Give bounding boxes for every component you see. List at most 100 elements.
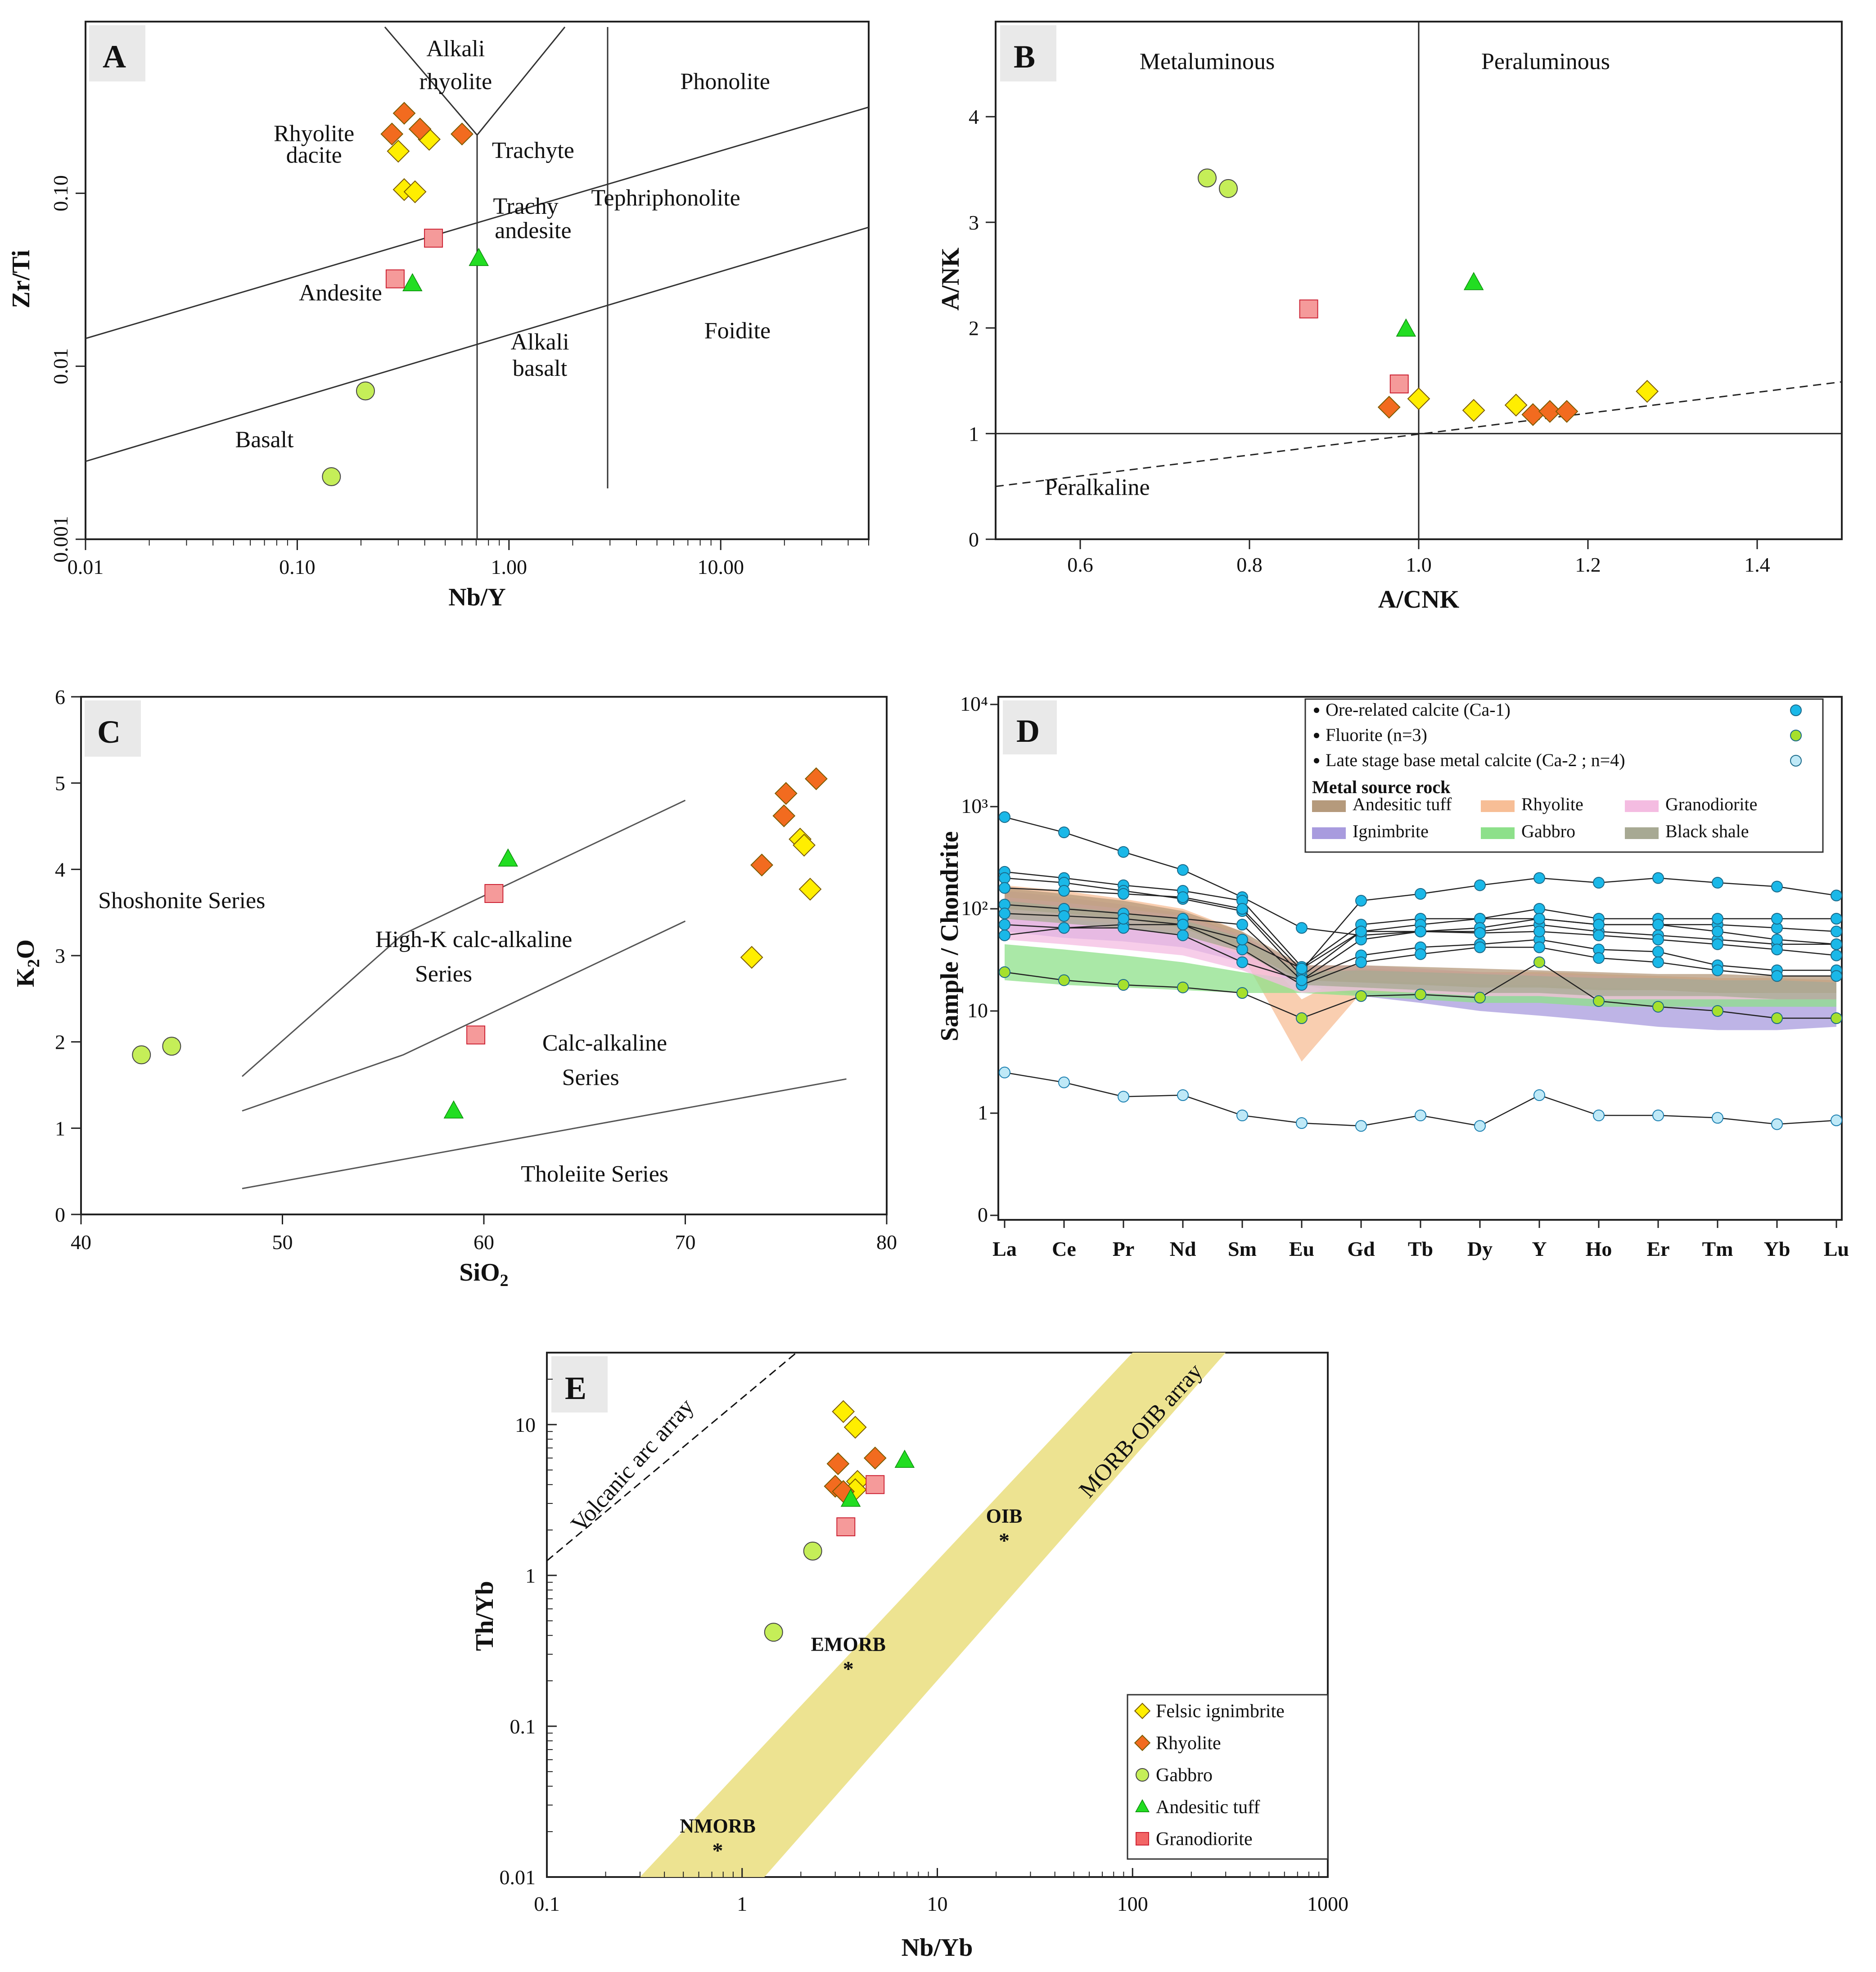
boundary-a1 [384,27,478,135]
panel-c-field-label-4: Calc-alkaline [542,1030,667,1056]
panel-d-ca-1-g-point-2 [1058,922,1070,934]
panel-b-field-label-2: Peraluminous [1481,49,1610,75]
panel-d-x-tick-label-er: Er [1646,1237,1669,1260]
panel-d-ca-1-a-point-4 [1177,864,1189,876]
panel-a-field-label-1: Alkali [426,36,485,62]
panel-d-fluorite-point-2 [1058,974,1070,986]
panel-c-tholeiite-boundary [242,1078,847,1189]
panel-d-ca-1-c-point-10 [1533,903,1545,915]
panel-a-y-tick-label-0.01: 0.01 [49,348,72,384]
panel-e-morb-oib-band [640,1353,1226,1877]
panel-d-ca-2-point-13 [1712,1112,1723,1124]
panel-e-x-label: Nb/Yb [902,1934,973,1962]
panel-b-a-nk-vs-a-cnk: B 0.6 0.8 1.0 1.2 1.4 0 1 2 3 4 Metaluminous Peral… [937,21,1843,614]
panel-a-x-tick-label-1.00: 1.00 [491,555,528,578]
boundary-a2 [476,27,566,135]
panel-e-y-tick-label-1: 1 [525,1564,536,1587]
panel-d-y-tick-label-6: 10⁴ [960,692,988,715]
panel-d-ca-1-c-point-14 [1771,912,1783,925]
panel-a-rhyolite-point-4 [451,122,474,146]
panel-d-ca-1-g-point-11 [1593,919,1605,931]
panel-d-ca-1-f-point-5 [1236,943,1248,956]
panel-d-legend-label-3: Late stage base metal calcite (Ca-2 ; n=… [1326,750,1625,770]
panel-d-ca-1-h-point-8 [1415,925,1426,938]
panel-a-granodiorite-point-1 [385,269,405,289]
panel-e-legend-label-rhyolite: Rhyolite [1156,1733,1221,1754]
panel-c-gabbro-point-1 [132,1045,151,1065]
panel-c-series-boundaries [242,799,847,1189]
panel-b-field-label-3: Peralkaline [1045,474,1150,500]
panel-c-y-label-o: O [12,939,40,959]
panel-d-ca-1-f-point-12 [1652,956,1664,968]
panel-e-legend: Felsic ignimbrite Rhyolite Gabbro Andesitic… [1127,1694,1329,1860]
panel-d-fluorite-point-5 [1236,987,1248,999]
panel-c-x-label-sub: 2 [500,1271,509,1290]
panel-d-ca-1-d-point-11 [1593,877,1605,889]
panel-c-felsic-ignimbrite-point-3 [793,834,816,857]
panel-d-legend-band-label-granodiorite: Granodiorite [1665,794,1757,814]
panel-d-x-tick-label-nd: Nd [1170,1237,1196,1260]
panel-d-ca-1-h-point-7 [1355,925,1367,938]
panel-d-fluorite-point-10 [1533,956,1545,968]
panel-d-ca-2-point-3 [1118,1091,1129,1103]
panel-b-granodiorite-point-2 [1389,375,1409,393]
panel-d-ca-1-f-point-7 [1355,956,1367,968]
panel-c-y-tick-label-5: 5 [55,772,65,795]
panel-c-andesitic-tuff-point-1 [443,1100,464,1119]
panel-d-ca-1-g-point-14 [1771,934,1783,946]
panel-d-legend-bullet-3 [1314,758,1319,763]
panel-d-fluorite-point-13 [1712,1005,1723,1017]
panel-d-y-tick-label-2: 1 [978,1101,988,1124]
panel-d-legend-bullet-2 [1314,733,1319,738]
panel-c-ticks: 40 50 60 70 80 0 1 2 3 4 5 6 [55,686,897,1254]
panel-d-ca-1-h-point-5 [1236,934,1248,946]
panel-c-felsic-ignimbrite-point-4 [798,878,822,901]
panel-a-x-tick-label-10.00: 10.00 [697,555,744,578]
panel-d-x-tick-label-ce: Ce [1052,1237,1076,1260]
panel-d-ca-1-e-point-5 [1236,919,1248,931]
panel-e-legend-label-andesitic-tuff: Andesitic tuff [1156,1797,1260,1818]
panel-d-legend-box [1304,698,1824,853]
panel-a-y-label: Zr/Ti [7,250,35,308]
panel-d-y-tick-label-5: 10³ [961,794,988,817]
panel-b-x-tick-label-1.0: 1.0 [1406,553,1432,576]
panel-e-label: E [565,1370,586,1406]
panel-a-felsic-ignimbrite-point-1 [387,140,410,163]
panel-d-x-tick-label-y: Y [1532,1237,1547,1260]
panel-d-legend-band-label-gabbro: Gabbro [1521,821,1575,841]
panel-e-morb-band-group [547,1353,1226,1877]
panel-a-label: A [103,39,126,75]
panel-d-ca-1-h-point-15 [1831,949,1842,961]
panel-d-fluorite-point-7 [1355,990,1367,1002]
panel-d-legend-marker-2 [1790,730,1802,741]
panel-b-x-tick-label-1.2: 1.2 [1575,553,1601,576]
panel-d-legend-swatch-black-shale [1625,827,1659,839]
panel-d-source-rock-bands [1005,885,1836,1062]
panel-e-y-tick-label-0.1: 0.1 [510,1715,536,1738]
panel-d-ca-1-f-point-10 [1533,941,1545,953]
panel-e-th-yb-vs-nb-yb: E 0.1 1 10 100 1000 0.01 0.1 1 10 Volcanic arc a… [471,1352,1348,1962]
panel-e-ref-label-oib: OIB [986,1505,1023,1527]
panel-d-y-tick-label-1: 0 [978,1203,988,1226]
panel-d-label: D [1016,713,1040,749]
panel-b-andesitic-tuff-point-2 [1463,272,1484,290]
panel-c-rhyolite-point-2 [772,804,796,827]
panel-d-ca-1-h-point-11 [1593,929,1605,941]
panel-c-y-tick-label-3: 3 [55,944,65,967]
panel-e-x-tick-label-100: 100 [1117,1892,1148,1915]
panel-d-x-tick-label-la: La [992,1237,1017,1260]
panel-b-field-labels: Metaluminous Peraluminous Peralkaline [1045,49,1610,501]
panel-a-field-label-2: rhyolite [419,69,492,95]
panel-d-x-tick-label-dy: Dy [1467,1237,1493,1260]
panel-e-x-tick-label-0.1: 0.1 [534,1892,560,1915]
panel-d-ca-1-h-point-4 [1177,919,1189,931]
panel-d-legend-swatch-gabbro [1481,827,1515,839]
panel-d-ticks: La Ce Pr Nd Sm Eu Gd Tb Dy Y Ho Er Tm Yb Lu 0 1 10 10² 10³ 1… [960,692,1849,1260]
panel-a-field-label-14: Basalt [235,427,294,453]
panel-d-legend-label-1: Ore-related calcite (Ca-1) [1326,699,1511,720]
panel-b-label: B [1014,39,1035,75]
panel-d-ca-2-point-8 [1415,1110,1426,1122]
